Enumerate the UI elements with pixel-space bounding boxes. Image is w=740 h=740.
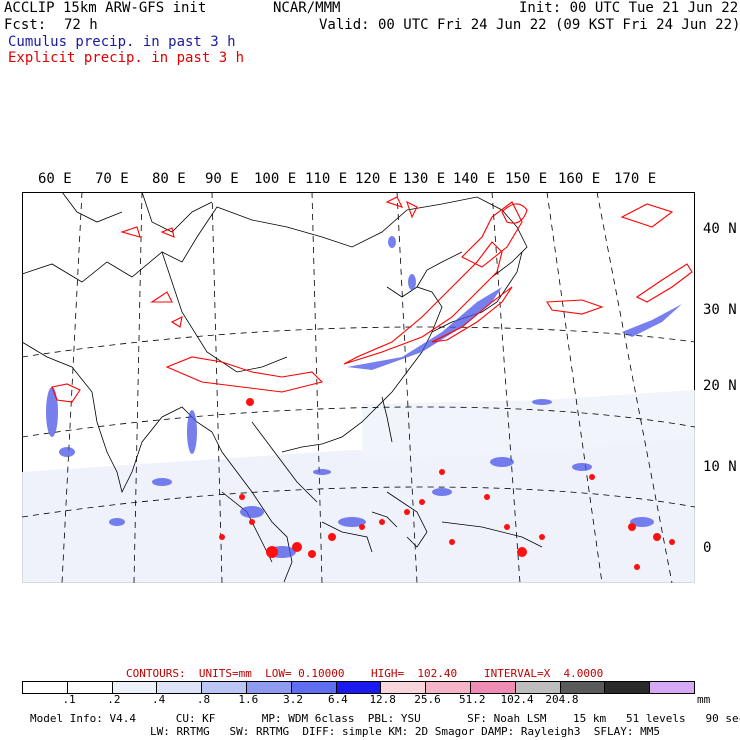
- lat-label: 20 N: [703, 378, 737, 394]
- contour-interval: INTERVAL=X 4.0000: [484, 667, 604, 680]
- lon-label: 60 E: [38, 171, 72, 187]
- footer-physics: LW: RRTMG SW: RRTMG DIFF: simple KM: 2D …: [150, 725, 660, 738]
- coastlines: [22, 192, 543, 583]
- lon-label: 130 E: [403, 171, 446, 187]
- contour-high: HIGH= 102.40: [371, 667, 458, 680]
- lat-label: 10 N: [703, 459, 737, 475]
- cumulus-haze: [22, 390, 695, 583]
- colorbar-tick-label: .4: [152, 693, 166, 706]
- explicit-legend: Explicit precip. in past 3 h: [8, 50, 245, 66]
- valid-time: Valid: 00 UTC Fri 24 Jun 22 (09 KST Fri …: [319, 17, 740, 33]
- colorbar-box: [604, 681, 651, 694]
- lon-label: 120 E: [355, 171, 398, 187]
- colorbar-tick-label: 25.6: [414, 693, 441, 706]
- lat-label: 0: [703, 540, 712, 556]
- colorbar-tick-label: 51.2: [459, 693, 486, 706]
- explicit-precip: [51, 196, 693, 403]
- colorbar-tick-label: 3.2: [283, 693, 303, 706]
- colorbar-tick-label: 6.4: [327, 693, 348, 706]
- lat-grid-line: [22, 406, 695, 438]
- colorbar-tick-label: .2: [107, 693, 121, 706]
- colorbar-units: mm: [697, 693, 711, 706]
- lon-label: 110 E: [305, 171, 348, 187]
- footer-model-info: Model Info: V4.4 CU: KF MP: WDM 6class P…: [30, 712, 740, 725]
- colorbar-tick-label: .1: [62, 693, 76, 706]
- graticule: [22, 192, 695, 583]
- lon-label: 150 E: [505, 171, 548, 187]
- lat-grid-line: [22, 486, 695, 518]
- colorbar-tick-label: 102.4: [500, 693, 534, 706]
- colorbar-tick-label: 1.6: [238, 693, 259, 706]
- lon-label: 80 E: [152, 171, 186, 187]
- precip-map: [22, 192, 695, 583]
- lat-grid-line: [22, 326, 695, 358]
- colorbar-tick-label: .8: [196, 693, 211, 706]
- lon-label: 100 E: [254, 171, 297, 187]
- lon-label: 140 E: [453, 171, 496, 187]
- lat-label: 30 N: [703, 302, 737, 318]
- org-label: NCAR/MMM: [273, 0, 341, 16]
- colorbar-tick-label: 204.8: [545, 693, 579, 706]
- lon-grid-line: [596, 192, 673, 583]
- explicit-precip-cells: [219, 398, 675, 570]
- lon-label: 70 E: [95, 171, 129, 187]
- lat-label: 40 N: [703, 221, 737, 237]
- model-title: ACCLIP 15km ARW-GFS init: [4, 0, 207, 16]
- forecast-hours: 72 h: [64, 17, 98, 33]
- init-time: Init: 00 UTC Tue 21 Jun 22: [519, 0, 739, 16]
- cumulus-legend: Cumulus precip. in past 3 h: [8, 34, 236, 50]
- lon-label: 170 E: [614, 171, 657, 187]
- lon-label: 160 E: [558, 171, 601, 187]
- colorbar-tick-label: 12.8: [369, 693, 396, 706]
- forecast-label: Fcst:: [4, 17, 47, 33]
- colorbar-box: [22, 681, 68, 694]
- colorbar-box: [649, 681, 695, 694]
- lon-label: 90 E: [205, 171, 239, 187]
- contour-units: CONTOURS: UNITS=mm LOW= 0.10000: [126, 667, 345, 680]
